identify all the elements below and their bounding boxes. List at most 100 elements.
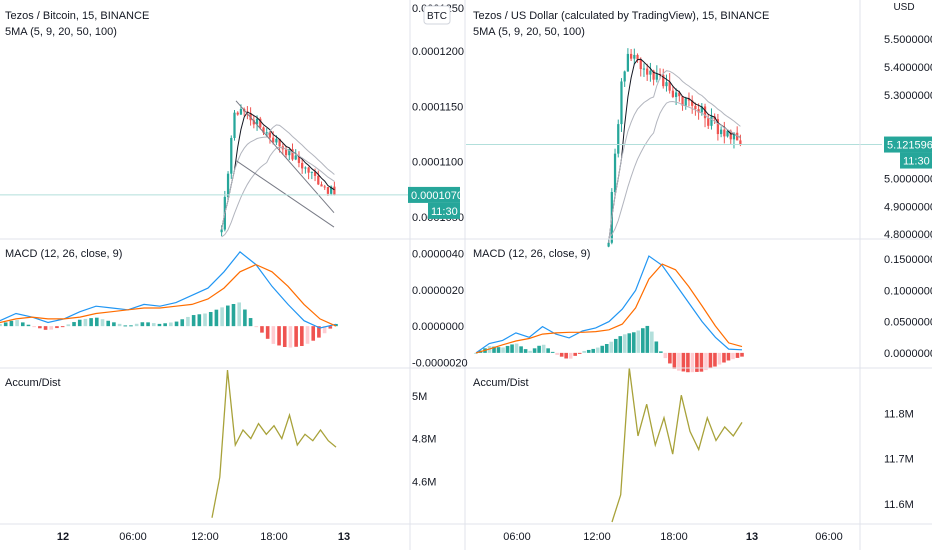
right-price-tick-6: 4.8000000 xyxy=(884,229,932,241)
right-candle-8 xyxy=(633,54,636,59)
right-macd-bar-59 xyxy=(740,352,744,357)
left-macd-bar-31 xyxy=(174,321,179,327)
right-ad-tick-2: 11.6M xyxy=(884,499,914,511)
right-candle-31 xyxy=(707,118,710,126)
right-candle-17 xyxy=(662,74,665,87)
left-ad-tick-0: 5M xyxy=(412,391,427,403)
right-macd-bar-48 xyxy=(690,352,695,373)
left-candle-21 xyxy=(288,149,291,156)
left-macd-bar-56 xyxy=(317,326,321,338)
right-countdown-badge xyxy=(900,152,932,169)
left-macd-bar-51 xyxy=(288,326,293,348)
left-candle-18 xyxy=(278,138,281,147)
right-price-pane[interactable] xyxy=(466,48,882,248)
right-candle-36 xyxy=(723,129,726,137)
left-candle-29 xyxy=(313,171,317,176)
left-macd-bar-14 xyxy=(77,319,82,327)
right-macd-bar-9 xyxy=(514,343,519,353)
right-time-label-4: 06:00 xyxy=(815,531,843,543)
right-candle-23 xyxy=(681,96,684,106)
right-candles xyxy=(607,48,742,248)
right-candle-27 xyxy=(694,105,697,110)
right-macd-bar-39 xyxy=(650,331,654,353)
right-macd-bar-27 xyxy=(595,347,600,353)
right-candle-30 xyxy=(703,106,707,119)
right-macd-bar-4 xyxy=(492,346,496,353)
right-macd-bar-20 xyxy=(564,352,568,359)
left-time-label-3: 18:00 xyxy=(260,531,288,543)
left-currency-label: BTC xyxy=(427,11,447,22)
right-candle-15 xyxy=(655,74,658,80)
right-macd-bar-0 xyxy=(474,352,478,354)
right-macd-bar-46 xyxy=(681,352,686,372)
left-macd-bar-58 xyxy=(328,326,333,329)
left-candle-33 xyxy=(326,187,330,194)
right-macd-bar-28 xyxy=(600,345,605,353)
left-price-badge-text: 0.0001070 xyxy=(411,190,463,202)
left-macd-bar-25 xyxy=(140,322,145,327)
left-candle-13 xyxy=(262,127,265,133)
left-ma-slow xyxy=(221,124,335,230)
left-macd-bar-48 xyxy=(271,326,276,344)
right-price-badge-text: 5.1215967 xyxy=(887,140,932,152)
right-candle-14 xyxy=(652,70,655,80)
right-macd-bar-10 xyxy=(519,346,523,353)
left-time-label-4: 13 xyxy=(338,531,350,543)
right-macd-pane[interactable] xyxy=(474,255,744,373)
right-price-tick-2: 5.3000000 xyxy=(884,90,932,102)
axes: 0.00012000.00011500.00011000.00010500.00… xyxy=(57,2,932,543)
left-candle-32 xyxy=(323,186,326,188)
left-macd-bar-9 xyxy=(49,326,54,330)
left-macd-bar-35 xyxy=(197,314,202,327)
left-macd-bar-13 xyxy=(72,322,76,327)
left-macd-bar-22 xyxy=(123,325,128,327)
left-accum-dist-pane[interactable] xyxy=(211,370,337,518)
left-macd-bar-12 xyxy=(66,324,71,327)
right-signal-line xyxy=(475,263,743,354)
left-macd-bar-49 xyxy=(277,326,281,346)
right-price-tick-1: 5.4000000 xyxy=(884,62,932,74)
left-countdown-badge xyxy=(428,202,460,219)
left-ad-tick-1: 4.8M xyxy=(412,434,436,446)
right-candle-7 xyxy=(629,53,633,59)
left-macd-bar-15 xyxy=(83,318,88,327)
left-candle-23 xyxy=(294,155,297,160)
right-candle-2 xyxy=(613,153,617,192)
right-countdown-text: 11:30 xyxy=(903,156,930,168)
right-macd-bar-53 xyxy=(713,352,717,367)
right-candle-29 xyxy=(700,106,703,113)
right-accum-dist-pane[interactable] xyxy=(611,367,743,523)
left-macd-bar-39 xyxy=(220,307,224,327)
right-ad-tick-1: 11.7M xyxy=(884,454,914,466)
left-currency-box xyxy=(423,5,451,25)
left-ad-legend: Accum/Dist xyxy=(5,377,61,389)
left-candle-5 xyxy=(236,112,239,115)
right-macd-bar-23 xyxy=(577,352,582,354)
right-macd-bar-30 xyxy=(609,341,614,353)
left-macd-bar-30 xyxy=(169,322,173,327)
right-macd-bar-32 xyxy=(618,336,623,353)
left-title: Tezos / Bitcoin, 15, BINANCE xyxy=(5,10,149,22)
right-macd-bar-8 xyxy=(510,344,514,353)
right-macd-legend: MACD (12, 26, close, 9) xyxy=(473,248,590,260)
left-macd-bar-27 xyxy=(151,323,156,327)
left-macd-bar-2 xyxy=(9,320,14,327)
left-price-pane[interactable] xyxy=(0,100,410,238)
left-price-tick-1: 0.0001150 xyxy=(412,101,463,113)
right-macd-bar-44 xyxy=(672,352,677,369)
right-candle-39 xyxy=(732,132,736,140)
left-macd-tick-2: 0.0000000 xyxy=(412,321,464,333)
right-macd-bar-54 xyxy=(717,352,722,365)
left-candle-35 xyxy=(333,186,336,195)
left-candle-11 xyxy=(255,118,259,125)
left-candle-24 xyxy=(297,155,301,163)
right-macd-bar-34 xyxy=(627,333,632,353)
left-macd-pane[interactable] xyxy=(0,251,338,348)
left-macd-bar-50 xyxy=(282,326,287,347)
left-macd-bar-19 xyxy=(106,320,111,327)
channel-lower xyxy=(235,160,335,228)
right-macd-bar-15 xyxy=(541,344,546,353)
left-ad-tick-2: 4.6M xyxy=(412,476,436,488)
